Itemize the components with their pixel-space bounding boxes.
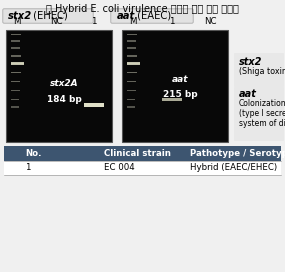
Bar [11, 90, 20, 91]
Text: (EHEC): (EHEC) [30, 11, 68, 21]
Bar [127, 47, 136, 49]
Bar [127, 106, 135, 108]
Bar [11, 55, 21, 57]
Bar [127, 63, 140, 64]
Text: aat: aat [117, 11, 135, 21]
Text: aat: aat [239, 89, 257, 99]
Text: 215 bp: 215 bp [163, 91, 198, 100]
Bar [11, 81, 20, 82]
FancyBboxPatch shape [111, 9, 193, 23]
Bar [127, 34, 137, 35]
Bar [127, 41, 136, 42]
Text: (type I secretion: (type I secretion [239, 110, 285, 119]
Bar [162, 98, 182, 101]
Text: Colonization: Colonization [239, 100, 285, 109]
Bar [6, 30, 112, 142]
FancyBboxPatch shape [234, 53, 284, 87]
Bar [11, 99, 19, 100]
Bar [11, 63, 24, 64]
Bar [127, 55, 137, 57]
Text: 1: 1 [169, 17, 175, 26]
Text: 184 bp: 184 bp [47, 95, 82, 104]
Text: No.: No. [25, 149, 41, 158]
Text: stx2A: stx2A [50, 79, 79, 88]
Text: stx2: stx2 [239, 57, 262, 67]
Bar [11, 62, 24, 65]
Bar [4, 146, 281, 161]
FancyBboxPatch shape [3, 9, 93, 23]
Bar [84, 103, 104, 107]
Text: system of dispersin): system of dispersin) [239, 119, 285, 128]
Text: (Shiga toxin): (Shiga toxin) [239, 67, 285, 76]
Text: Pathotype / Serotype: Pathotype / Serotype [190, 149, 285, 158]
Bar [11, 72, 21, 73]
Text: 〈 Hybrid E. coli virulence 유전자 존재 유무 확인〉: 〈 Hybrid E. coli virulence 유전자 존재 유무 확인〉 [46, 4, 239, 14]
Bar [11, 47, 20, 49]
Bar [127, 72, 137, 73]
Text: Clinical strain: Clinical strain [104, 149, 171, 158]
FancyBboxPatch shape [234, 87, 284, 141]
Text: EC 004: EC 004 [104, 163, 135, 172]
Bar [11, 34, 21, 35]
Text: NC: NC [204, 17, 216, 26]
Text: 1: 1 [91, 17, 97, 26]
Bar [127, 81, 136, 82]
Text: stx2: stx2 [8, 11, 32, 21]
Bar [11, 41, 20, 42]
Text: 1: 1 [25, 163, 30, 172]
Bar [4, 161, 281, 175]
Bar [127, 62, 140, 65]
Text: NC: NC [50, 17, 62, 26]
Text: aat: aat [172, 75, 189, 84]
Bar [11, 106, 19, 108]
Text: M: M [129, 17, 137, 26]
Text: M: M [13, 17, 21, 26]
Text: (EAEC): (EAEC) [134, 11, 171, 21]
Bar [127, 99, 135, 100]
Text: Hybrid (EAEC/EHEC): Hybrid (EAEC/EHEC) [190, 163, 277, 172]
Bar [122, 30, 228, 142]
Bar [127, 90, 136, 91]
